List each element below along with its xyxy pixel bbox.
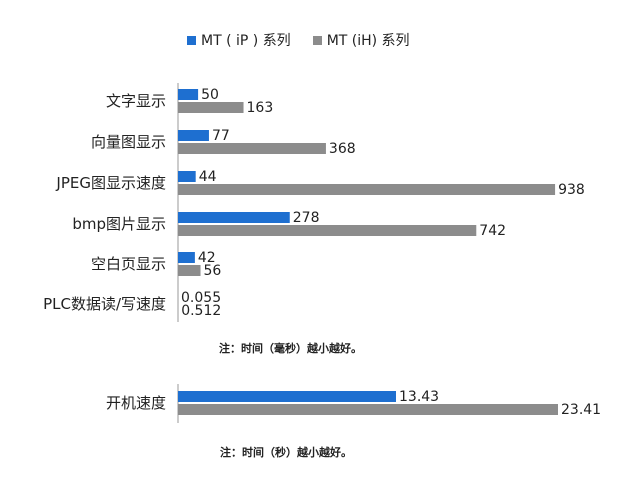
main-category-label: PLC数据读/写速度: [43, 295, 166, 313]
main-category-label: bmp图片显示: [72, 215, 166, 233]
main-bar-series-b: [178, 102, 244, 113]
main-data-label-series-a: 0.055: [181, 290, 221, 306]
main-data-label-series-a: 278: [293, 210, 320, 226]
main-bar-series-b: [178, 225, 477, 236]
main-data-label-series-b: 368: [329, 141, 356, 157]
main-bar-series-a: [178, 130, 209, 141]
main-category-label: 向量图显示: [91, 133, 166, 151]
main-category-label: 文字显示: [106, 92, 166, 110]
startup-chart-note: 注：时间（秒）越小越好。: [220, 446, 352, 459]
startup-data-label-series-a: 13.43: [399, 389, 439, 405]
legend-item-series-a: MT ( iP ) 系列: [187, 30, 291, 50]
main-bar-series-a: [178, 89, 199, 100]
main-bar-series-a: [178, 212, 290, 223]
main-category-label: JPEG图显示速度: [55, 174, 166, 192]
main-data-label-series-b: 163: [247, 100, 274, 116]
main-data-label-series-b: 742: [479, 223, 506, 239]
main-data-label-series-a: 77: [212, 128, 230, 144]
main-data-label-series-a: 44: [199, 169, 217, 185]
main-bar-series-b: [178, 184, 556, 195]
legend-label-series-b: MT (iH) 系列: [326, 33, 410, 49]
main-bar-series-b: [178, 265, 201, 276]
main-bar-series-b: [178, 143, 326, 154]
main-bar-series-a: [178, 252, 195, 263]
startup-category-label: 开机速度: [106, 394, 166, 412]
main-data-label-series-b: 938: [558, 182, 585, 198]
main-category-label: 空白页显示: [91, 255, 166, 273]
legend-label-series-a: MT ( iP ) 系列: [201, 33, 291, 49]
startup-bar-series-a: [178, 391, 397, 402]
main-bar-series-a: [178, 171, 196, 182]
legend-swatch-series-b: [312, 35, 322, 45]
legend-swatch-series-a: [187, 35, 196, 45]
startup-data-label-series-b: 23.41: [561, 402, 601, 418]
main-data-label-series-a: 42: [198, 250, 216, 266]
main-data-label-series-b: 0.512: [181, 303, 221, 319]
legend-item-series-b: MT (iH) 系列: [312, 30, 410, 50]
main-chart-note: 注：时间（毫秒）越小越好。: [219, 342, 362, 355]
startup-bar-series-b: [178, 404, 558, 415]
main-data-label-series-a: 50: [201, 87, 219, 103]
main-data-label-series-b: 56: [204, 263, 222, 279]
chart-legend: MT ( iP ) 系列 MT (iH) 系列: [187, 30, 432, 50]
